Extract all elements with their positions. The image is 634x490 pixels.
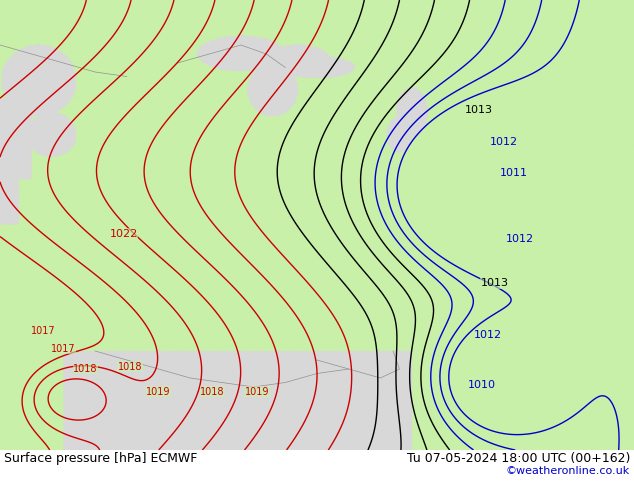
Text: ©weatheronline.co.uk: ©weatheronline.co.uk — [506, 466, 630, 476]
Text: 1012: 1012 — [474, 330, 502, 340]
Text: 1012: 1012 — [490, 137, 518, 147]
Text: 1013: 1013 — [465, 105, 493, 115]
Text: 1017: 1017 — [31, 326, 55, 336]
Text: 1017: 1017 — [51, 344, 75, 354]
Text: 1018: 1018 — [118, 362, 142, 372]
Text: 1022: 1022 — [110, 229, 138, 239]
Text: 1018: 1018 — [74, 364, 98, 374]
Text: 1013: 1013 — [481, 278, 508, 289]
Text: 1012: 1012 — [506, 234, 534, 244]
Text: Tu 07-05-2024 18:00 UTC (00+162): Tu 07-05-2024 18:00 UTC (00+162) — [406, 452, 630, 465]
Text: 1010: 1010 — [468, 380, 496, 390]
Text: 1018: 1018 — [200, 387, 224, 396]
Text: Surface pressure [hPa] ECMWF: Surface pressure [hPa] ECMWF — [4, 452, 197, 465]
Text: 1019: 1019 — [245, 387, 269, 396]
Text: 1019: 1019 — [146, 387, 171, 396]
Text: 1011: 1011 — [500, 168, 527, 178]
